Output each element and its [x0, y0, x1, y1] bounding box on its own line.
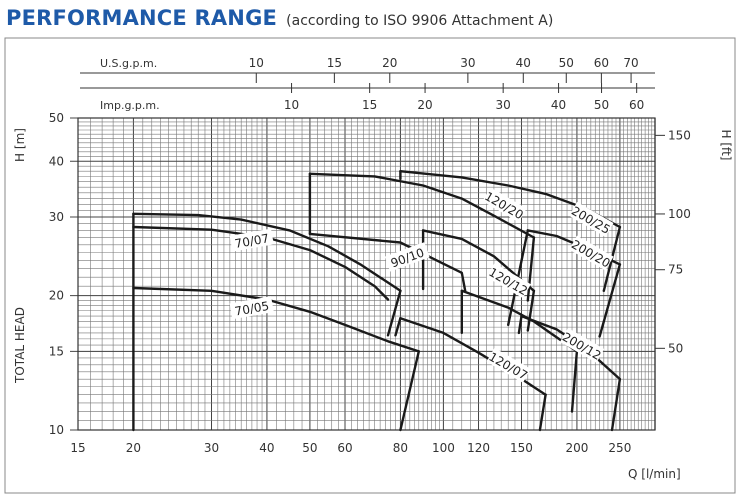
curve-120-20 [421, 229, 536, 292]
y-tick-label: 30 [49, 210, 64, 224]
y-ft-tick-label: 150 [668, 128, 691, 142]
x-tick-label: 50 [302, 441, 317, 455]
curve-120-07 [394, 317, 402, 337]
curve-label-bg [229, 228, 274, 252]
curve-label-70-07: 70/07 [229, 228, 274, 252]
curve-label-text: 70/05 [234, 299, 270, 319]
y-ft-tick-label: 50 [668, 341, 683, 355]
y-tick-label: 40 [49, 154, 64, 168]
x-tick-label: 250 [608, 441, 631, 455]
usgpm-tick-label: 20 [382, 56, 397, 70]
x-tick-label: 30 [204, 441, 219, 455]
impgpm-label: Imp.g.p.m. [100, 99, 160, 112]
curve-200-20 [598, 263, 622, 338]
curve-70-07 [132, 225, 390, 301]
x-tick-label: 20 [126, 441, 141, 455]
curve-120-12 [460, 289, 579, 353]
y-ft-tick-label: 100 [668, 207, 691, 221]
y-ft-tick-label: 75 [668, 263, 683, 277]
curve-90-10 [308, 172, 536, 239]
x-tick-label: 100 [432, 441, 455, 455]
usgpm-tick-label: 15 [327, 56, 342, 70]
y-axis-label-left: H [m] [13, 128, 27, 162]
curve-label-bg [560, 328, 605, 363]
x-tick-label: 80 [393, 441, 408, 455]
curve-label-bg [569, 235, 614, 271]
curve-label-bg [229, 296, 274, 320]
y-tick-label: 10 [49, 423, 64, 437]
x-tick-label: 60 [337, 441, 352, 455]
x-tick-label: 200 [565, 441, 588, 455]
curve-label-bg [569, 202, 614, 237]
curve-label-200-25: 200/25 [569, 202, 614, 237]
usgpm-label: U.S.g.p.m. [100, 57, 157, 70]
x-tick-label: 120 [467, 441, 490, 455]
impgpm-tick-label: 50 [594, 98, 609, 112]
y-axis-label-total-head: TOTAL HEAD [13, 307, 27, 384]
curve-70-07 [386, 289, 402, 337]
curve-120-07 [538, 393, 547, 432]
title-main: PERFORMANCE RANGE [6, 6, 278, 30]
title-subtitle: (according to ISO 9906 Attachment A) [286, 13, 554, 29]
x-tick-label: 40 [259, 441, 274, 455]
impgpm-tick-label: 40 [551, 98, 566, 112]
curve-120-20 [526, 289, 536, 332]
curve-label-200-20: 200/20 [569, 235, 614, 271]
curve-label-bg [486, 263, 531, 299]
curve-200-12 [610, 377, 622, 432]
impgpm-tick-label: 60 [629, 98, 644, 112]
y-tick-label: 15 [49, 344, 64, 358]
x-tick-label: 15 [70, 441, 85, 455]
usgpm-tick-label: 60 [594, 56, 609, 70]
usgpm-tick-label: 50 [559, 56, 574, 70]
curve-label-bg [482, 187, 527, 223]
curve-70-07 [132, 212, 402, 292]
curve-90-10 [308, 232, 467, 292]
chart-frame [4, 37, 736, 494]
x-tick-label: 150 [510, 441, 533, 455]
impgpm-tick-label: 20 [417, 98, 432, 112]
curve-label-bg [384, 242, 430, 272]
usgpm-tick-label: 40 [516, 56, 531, 70]
curve-70-05 [399, 350, 420, 432]
usgpm-tick-label: 70 [623, 56, 638, 70]
usgpm-tick-label: 10 [249, 56, 264, 70]
curve-label-120-07: 120/07 [486, 347, 531, 383]
curve-label-bg [486, 347, 531, 383]
curve-label-text: 70/07 [234, 231, 270, 251]
impgpm-tick-label: 10 [284, 98, 299, 112]
impgpm-tick-label: 15 [362, 98, 377, 112]
curve-120-12 [570, 350, 579, 413]
usgpm-tick-label: 30 [460, 56, 475, 70]
curve-200-12 [517, 314, 523, 335]
curve-90-10 [526, 236, 536, 302]
y-tick-label: 20 [49, 289, 64, 303]
y-axis-label-right: H [ft] [719, 130, 733, 161]
curve-70-05 [132, 286, 420, 353]
y-tick-label: 50 [49, 111, 64, 125]
plot-border [77, 117, 656, 431]
chart-title: PERFORMANCE RANGE (according to ISO 9906… [6, 6, 553, 30]
curve-label-70-05: 70/05 [229, 296, 274, 320]
impgpm-tick-label: 30 [496, 98, 511, 112]
curve-120-07 [399, 317, 547, 396]
x-axis-label: Q [l/min] [628, 467, 681, 481]
